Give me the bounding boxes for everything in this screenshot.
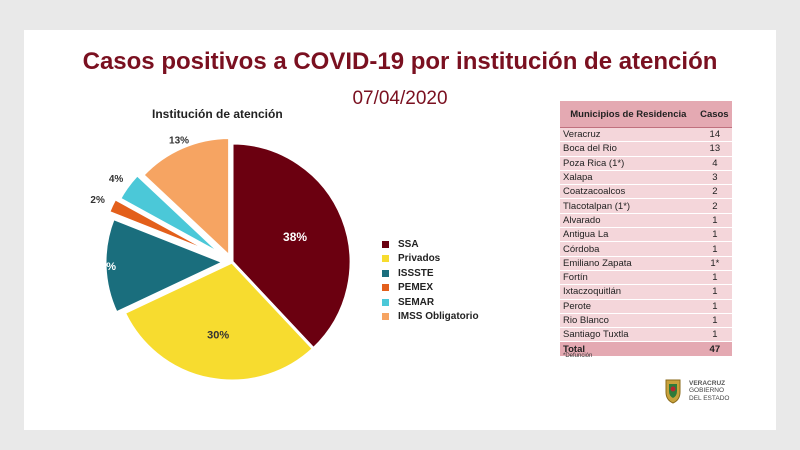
- table-row: Veracruz 14: [560, 127, 732, 143]
- cell-municipio: Boca del Rio: [560, 141, 697, 157]
- logo-line-1: VERACRUZ: [689, 379, 726, 387]
- cell-casos: 3: [696, 170, 732, 186]
- pie-slice-imss-obligatorio: [140, 135, 232, 260]
- cell-municipio: Córdoba: [560, 241, 697, 257]
- logo-line-3: DEL ESTADO: [689, 394, 730, 402]
- chart-legend: SSA Privados ISSSTE PEMEX SEMAR IMSS Obl…: [382, 237, 479, 324]
- logo-line-2: GOBIERNO: [689, 387, 725, 395]
- logo-text: VERACRUZ GOBIERNO DEL ESTADO: [689, 380, 729, 403]
- legend-swatch: [382, 298, 389, 306]
- cell-casos: 1: [696, 241, 732, 257]
- cell-casos: 4: [696, 156, 732, 171]
- legend-item: IMSS Obligatorio: [382, 310, 479, 325]
- cell-casos: 1: [696, 284, 732, 300]
- table-row: Rio Blanco 1: [560, 313, 732, 329]
- pie-slice-pemex: [106, 196, 221, 258]
- slice-label: 13%: [169, 136, 189, 147]
- table-header-row: Municipios de Residencia Casos: [560, 101, 732, 128]
- cell-municipio: Coatzacoalcos: [560, 184, 697, 200]
- table-row: Córdoba 1: [560, 241, 732, 257]
- pie-slice-semar: [117, 172, 225, 258]
- cell-municipio: Xalapa: [560, 170, 697, 186]
- cell-casos: 1: [696, 227, 732, 243]
- legend-swatch: [382, 269, 389, 277]
- table-row: Antigua La 1: [560, 227, 732, 243]
- legend-swatch: [382, 313, 389, 321]
- cell-municipio: Emiliano Zapata: [560, 256, 697, 271]
- municipios-table: Municipios de Residencia Casos Veracruz 1…: [560, 101, 732, 357]
- legend-label: SSA: [398, 238, 419, 250]
- column-header-casos: Casos: [696, 101, 732, 128]
- legend-label: ISSSTE: [398, 267, 434, 279]
- table-row: Xalapa 3: [560, 170, 732, 186]
- cell-casos: 2: [696, 184, 732, 200]
- cell-municipio: Ixtaczoquitlán: [560, 284, 697, 300]
- cell-casos: 1: [696, 213, 732, 229]
- legend-item: SSA: [382, 237, 479, 252]
- table-row: Perote 1: [560, 299, 732, 314]
- legend-item: PEMEX: [382, 281, 479, 296]
- cell-total-label: Total: [560, 341, 697, 357]
- cell-municipio: Perote: [560, 299, 697, 314]
- cell-municipio: Veracruz: [560, 127, 697, 143]
- pie-slice-privados: [122, 260, 316, 383]
- table-row: Santiago Tuxtla 1: [560, 327, 732, 343]
- table-row: Emiliano Zapata 1*: [560, 256, 732, 271]
- cell-casos: 13: [696, 141, 732, 157]
- legend-label: IMSS Obligatorio: [398, 311, 479, 323]
- table-row: Poza Rica (1*) 4: [560, 156, 732, 171]
- report-date: 07/04/2020: [352, 88, 448, 109]
- cell-municipio: Rio Blanco: [560, 313, 697, 329]
- table-row: Tlacotalpan (1*) 2: [560, 198, 732, 214]
- cell-municipio: Fortín: [560, 270, 697, 286]
- table-row: Boca del Rio 13: [560, 141, 732, 157]
- slice-label: 13%: [94, 261, 116, 273]
- footnote: *Defunción: [563, 353, 593, 359]
- slice-label: 4%: [109, 174, 124, 185]
- slice-label: 30%: [207, 329, 229, 341]
- cell-casos: 1: [696, 327, 732, 343]
- legend-swatch: [382, 240, 389, 248]
- pie-slice-ssa: [230, 141, 353, 351]
- legend-label: SEMAR: [398, 296, 435, 308]
- cell-municipio: Tlacotalpan (1*): [560, 198, 697, 214]
- cell-casos: 2: [696, 198, 732, 214]
- legend-item: SEMAR: [382, 295, 479, 310]
- pie-slice-issste: [103, 216, 228, 315]
- table-total-row: Total 47: [560, 341, 732, 357]
- cell-municipio: Santiago Tuxtla: [560, 327, 697, 343]
- legend-label: Privados: [398, 253, 441, 265]
- legend-swatch: [382, 255, 389, 263]
- legend-item: ISSSTE: [382, 266, 479, 281]
- legend-item: Privados: [382, 252, 479, 267]
- cell-municipio: Poza Rica (1*): [560, 156, 697, 171]
- slice-label: 38%: [283, 230, 307, 244]
- legend-swatch: [382, 284, 389, 292]
- cell-casos: 1: [696, 313, 732, 329]
- table-row: Ixtaczoquitlán 1: [560, 284, 732, 300]
- chart-title: Institución de atención: [152, 107, 283, 121]
- column-header-municipio: Municipios de Residencia: [560, 101, 697, 128]
- table-row: Alvarado 1: [560, 213, 732, 229]
- cell-casos: 1: [696, 299, 732, 314]
- slice-label: 2%: [90, 195, 105, 206]
- cell-municipio: Antigua La: [560, 227, 697, 243]
- coat-of-arms-icon: [665, 379, 681, 404]
- cell-municipio: Alvarado: [560, 213, 697, 229]
- cell-casos: 14: [696, 127, 732, 143]
- cell-casos: 1*: [696, 256, 732, 271]
- cell-casos: 1: [696, 270, 732, 286]
- table-row: Fortín 1: [560, 270, 732, 286]
- veracruz-logo: VERACRUZ GOBIERNO DEL ESTADO: [663, 378, 729, 404]
- page-title: Casos positivos a COVID-19 por instituci…: [82, 48, 718, 75]
- cell-total-value: 47: [696, 341, 732, 357]
- legend-label: PEMEX: [398, 282, 434, 294]
- table-row: Coatzacoalcos 2: [560, 184, 732, 200]
